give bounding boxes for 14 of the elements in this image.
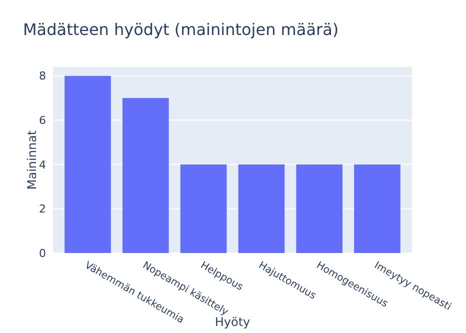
bar — [354, 164, 400, 253]
y-axis-title: Maininnat — [25, 130, 39, 190]
y-tick-label: 2 — [39, 202, 46, 216]
bar — [64, 76, 111, 253]
y-tick-label: 8 — [39, 70, 46, 83]
y-tick-label: 4 — [39, 158, 46, 172]
x-axis-title: Hyöty — [214, 315, 250, 329]
bar — [238, 164, 285, 253]
y-tick-label: 6 — [39, 114, 46, 127]
chart-title: Mädätteen hyödyt (mainintojen määrä) — [23, 20, 339, 39]
bar — [122, 98, 169, 253]
bar — [296, 164, 343, 253]
y-tick-label: 0 — [39, 246, 46, 260]
bar — [180, 164, 227, 253]
